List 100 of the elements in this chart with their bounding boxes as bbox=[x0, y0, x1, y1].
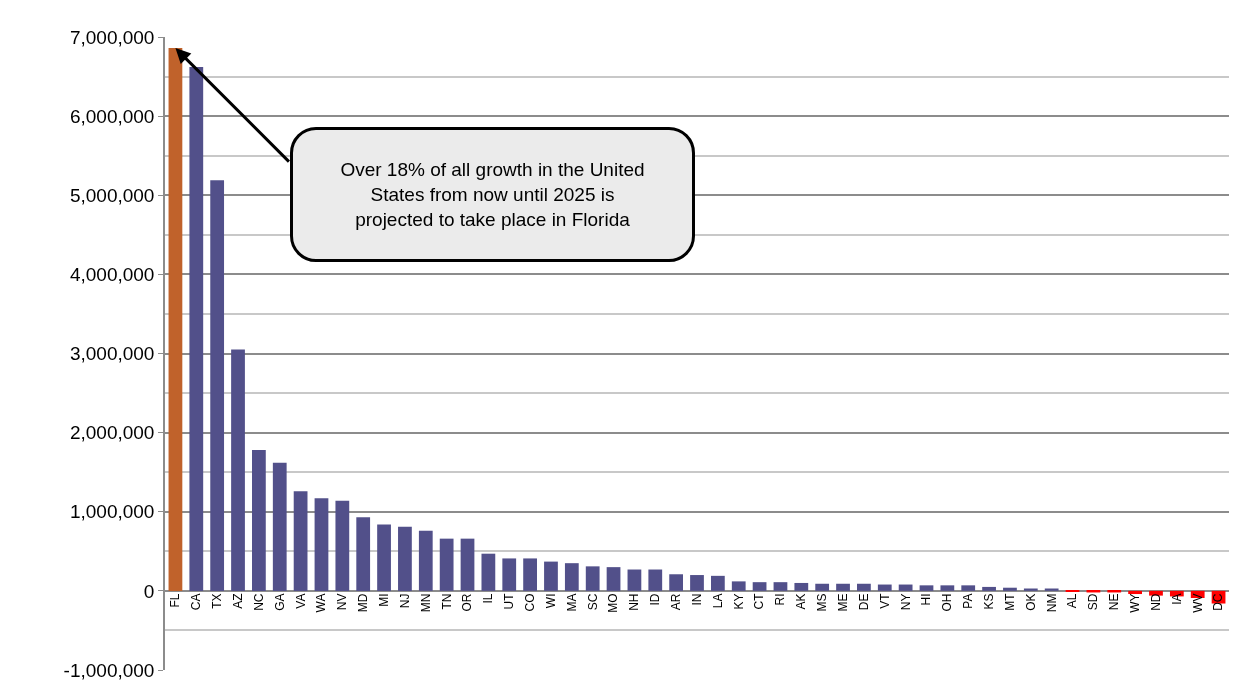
bar bbox=[710, 575, 725, 591]
x-tick-label: RI bbox=[773, 593, 788, 606]
bar bbox=[335, 500, 350, 591]
x-tick-label: AZ bbox=[230, 593, 245, 609]
bar bbox=[877, 584, 892, 591]
bar bbox=[356, 517, 371, 591]
bar bbox=[690, 575, 704, 591]
bar bbox=[731, 581, 746, 591]
bar bbox=[1128, 590, 1142, 595]
bar bbox=[231, 349, 245, 591]
x-tick-label: KY bbox=[731, 593, 746, 610]
x-tick-label: OR bbox=[460, 593, 475, 612]
bar bbox=[564, 563, 579, 591]
bar bbox=[1003, 587, 1017, 591]
bar bbox=[898, 584, 913, 591]
bar bbox=[836, 583, 850, 591]
x-tick-label: IA bbox=[1169, 593, 1184, 605]
bar bbox=[418, 530, 433, 591]
x-tick-label: DE bbox=[856, 593, 871, 611]
bar bbox=[606, 567, 621, 591]
bar bbox=[272, 462, 287, 591]
x-tick-label: MT bbox=[1002, 592, 1017, 611]
x-tick-label: IL bbox=[481, 593, 496, 604]
y-tick-label: -1,000,000 bbox=[63, 659, 155, 681]
x-tick-label: VA bbox=[293, 593, 308, 609]
x-tick-label: SD bbox=[1086, 593, 1101, 611]
bar bbox=[189, 67, 204, 591]
x-tick-label: UT bbox=[502, 592, 517, 610]
bar bbox=[919, 585, 934, 591]
bar bbox=[439, 538, 454, 591]
x-tick-label: KS bbox=[981, 593, 996, 610]
bar bbox=[794, 582, 809, 591]
bar bbox=[648, 569, 663, 591]
bar bbox=[815, 583, 830, 591]
x-tick-label: NY bbox=[898, 593, 913, 611]
bar bbox=[502, 558, 517, 591]
x-tick-label: LA bbox=[710, 593, 725, 609]
x-tick-label: MN bbox=[418, 593, 433, 613]
x-tick-label: OK bbox=[1023, 593, 1038, 611]
bar bbox=[252, 450, 266, 591]
x-tick-label: OH bbox=[940, 593, 955, 612]
bar bbox=[857, 583, 871, 591]
x-tick-label: MA bbox=[564, 593, 579, 612]
x-tick-label: WI bbox=[543, 593, 558, 609]
x-tick-label: NC bbox=[251, 593, 266, 611]
x-tick-label: IN bbox=[689, 593, 704, 606]
x-tick-label: ND bbox=[1148, 593, 1163, 611]
x-tick-label: MD bbox=[356, 593, 371, 613]
bar bbox=[314, 498, 329, 591]
x-tick-label: PA bbox=[961, 593, 976, 609]
x-tick-label: WY bbox=[1128, 593, 1143, 613]
y-tick-label: 2,000,000 bbox=[69, 422, 155, 444]
x-tick-label: NV bbox=[335, 593, 350, 611]
x-tick-label: HI bbox=[919, 593, 934, 606]
bar bbox=[585, 566, 600, 591]
y-tick-label: 4,000,000 bbox=[69, 264, 155, 286]
callout-box: Over 18% of all growth in the United States from now until 2025 is projected to take place in Florida bbox=[290, 127, 695, 262]
x-tick-label: NE bbox=[1107, 593, 1122, 611]
x-tick-label: CT bbox=[752, 592, 767, 610]
y-tick-label: 7,000,000 bbox=[69, 26, 155, 48]
bar bbox=[293, 491, 308, 591]
x-tick-label: SC bbox=[585, 593, 600, 611]
x-tick-label: AL bbox=[1065, 593, 1080, 609]
bar bbox=[752, 582, 767, 591]
y-tick-label: 0 bbox=[143, 580, 155, 602]
bar bbox=[523, 558, 537, 591]
x-tick-label: NH bbox=[627, 593, 642, 611]
x-tick-label: MS bbox=[815, 593, 830, 612]
x-tick-label: AK bbox=[794, 593, 809, 610]
x-tick-label: CO bbox=[523, 593, 537, 612]
y-tick-label: 6,000,000 bbox=[69, 105, 155, 127]
x-tick-label: TN bbox=[439, 593, 454, 610]
bar bbox=[544, 561, 558, 591]
bar bbox=[940, 585, 955, 591]
bar bbox=[773, 582, 788, 591]
x-tick-label: DC bbox=[1211, 593, 1226, 611]
x-tick-label: TX bbox=[210, 593, 225, 609]
bar bbox=[377, 524, 391, 591]
x-tick-label: MO bbox=[606, 593, 621, 613]
x-tick-label: ID bbox=[648, 593, 663, 606]
x-tick-label: WA bbox=[314, 593, 329, 613]
x-tick-label: AR bbox=[669, 593, 684, 611]
x-tick-label: MI bbox=[376, 593, 391, 607]
bar bbox=[669, 574, 684, 591]
bar bbox=[982, 586, 996, 591]
x-tick-label: VT bbox=[877, 592, 892, 609]
x-tick-label: NM bbox=[1044, 593, 1059, 613]
y-tick-label: 1,000,000 bbox=[69, 501, 155, 523]
annotation: Over 18% of all growth in the United States from now until 2025 is projected to take place in Florida bbox=[339, 158, 646, 232]
bar bbox=[398, 526, 412, 591]
x-tick-label: GA bbox=[272, 593, 287, 611]
bar bbox=[210, 180, 225, 591]
bar bbox=[627, 569, 642, 591]
y-tick-label: 3,000,000 bbox=[69, 343, 155, 365]
y-tick-label: 5,000,000 bbox=[69, 184, 155, 206]
x-tick-label: NJ bbox=[397, 593, 412, 609]
bar bbox=[460, 538, 475, 591]
x-tick-label: ME bbox=[835, 593, 850, 612]
x-tick-label: FL bbox=[168, 593, 183, 608]
x-tick-label: CA bbox=[189, 593, 204, 611]
